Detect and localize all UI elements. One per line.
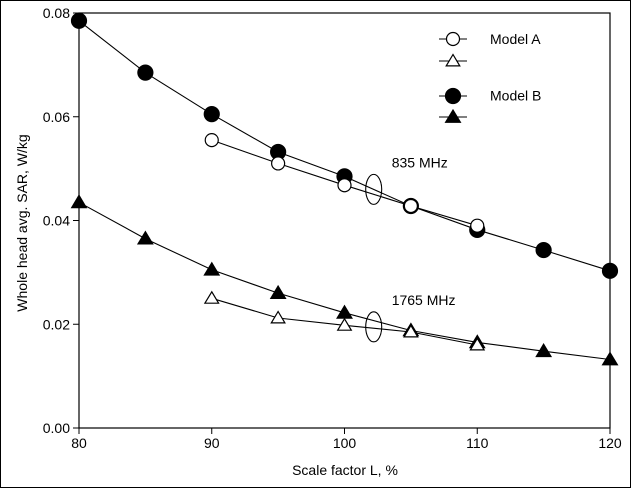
x-tick-label: 120 [598, 435, 622, 451]
data-point [336, 317, 353, 331]
data-point [535, 343, 553, 358]
data-point [203, 106, 220, 123]
frequency-ellipse [365, 311, 383, 343]
data-point [203, 290, 220, 304]
legend-entry: Model A [439, 31, 541, 67]
frequency-label: 1765 MHz [392, 292, 456, 308]
legend-label: Model A [490, 31, 541, 47]
legend-marker [445, 53, 461, 67]
x-tick-label: 90 [204, 435, 220, 451]
frequency-ellipse [365, 173, 383, 205]
data-point [271, 156, 286, 171]
data-point [403, 324, 419, 338]
x-tick-label: 80 [71, 435, 87, 451]
y-tick-label: 0.08 [43, 5, 70, 21]
x-axis-title: Scale factor L, % [292, 462, 398, 478]
data-point [469, 337, 486, 351]
legend: Model A Model B [439, 31, 541, 123]
y-tick-label: 0.02 [43, 316, 70, 332]
data-point [70, 12, 88, 29]
data-point [601, 351, 619, 366]
y-tick-label: 0.00 [43, 420, 70, 436]
legend-marker [445, 31, 461, 47]
series [70, 12, 619, 279]
y-tick-label: 0.06 [43, 109, 70, 125]
y-axis-title: Whole head avg. SAR, W/kg [14, 134, 30, 311]
x-tick-label: 100 [333, 435, 357, 451]
legend-label: Model B [490, 88, 541, 104]
data-point [270, 310, 286, 324]
series-line [78, 201, 611, 361]
legend-entry: Model B [439, 88, 541, 123]
series [203, 290, 486, 351]
data-point [403, 198, 418, 214]
data-point [269, 284, 287, 299]
series [204, 132, 485, 233]
data-point [601, 262, 619, 279]
series [70, 194, 619, 366]
frequency-label: 835 MHz [392, 154, 448, 170]
legend-marker [444, 108, 462, 123]
data-point [535, 241, 552, 259]
data-point [337, 178, 352, 193]
data-point [137, 64, 154, 81]
data-point [336, 304, 353, 319]
data-point [470, 218, 485, 233]
data-point [204, 132, 219, 148]
plot-area-frame [78, 12, 611, 429]
data-point [203, 261, 221, 276]
data-point [136, 230, 154, 245]
x-tick-label: 110 [466, 435, 489, 451]
series-line [78, 20, 611, 272]
y-tick-label: 0.04 [43, 213, 70, 229]
legend-marker [444, 87, 462, 105]
data-point [70, 194, 88, 209]
